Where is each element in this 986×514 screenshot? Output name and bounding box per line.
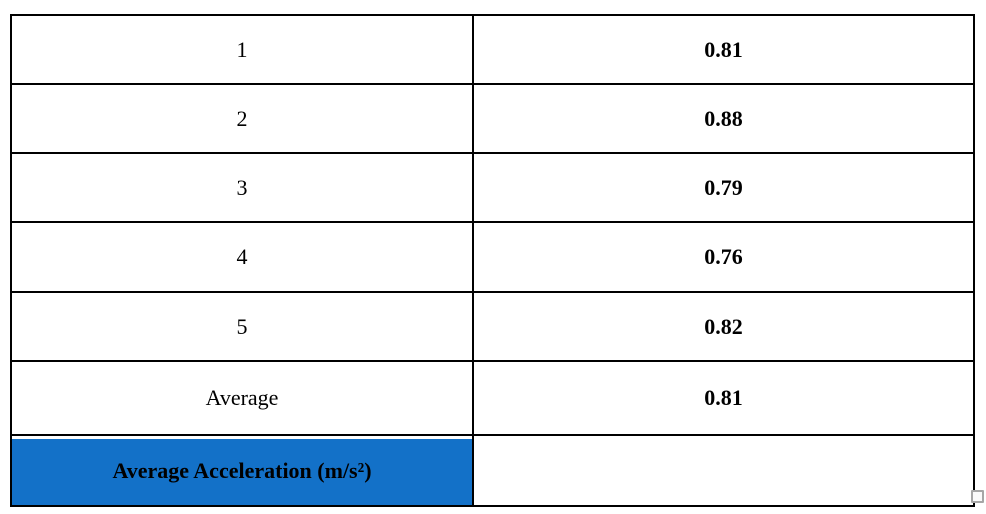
value-cell[interactable]: 0.88 xyxy=(472,83,975,154)
trial-cell[interactable]: 5 xyxy=(10,291,474,362)
trial-cell[interactable]: 2 xyxy=(10,83,474,154)
value-cell[interactable]: 0.81 xyxy=(472,14,975,85)
trial-cell[interactable]: 4 xyxy=(10,221,474,293)
value-cell[interactable]: 0.79 xyxy=(472,152,975,223)
average-label-cell[interactable]: Average xyxy=(10,360,474,436)
trial-cell[interactable]: 1 xyxy=(10,14,474,85)
table-resize-handle[interactable] xyxy=(971,490,984,503)
average-value-cell[interactable]: 0.81 xyxy=(472,360,975,436)
table-row: 1 0.81 xyxy=(10,14,975,85)
trial-cell[interactable]: 3 xyxy=(10,152,474,223)
table-row-average: Average 0.81 xyxy=(10,360,975,436)
table-row: 5 0.82 xyxy=(10,291,975,362)
table-row-footer: Average Acceleration (m/s²) xyxy=(10,434,975,507)
acceleration-table: 1 0.81 2 0.88 3 0.79 4 0.76 5 0.82 Avera… xyxy=(10,14,975,507)
average-acceleration-label-cell[interactable]: Average Acceleration (m/s²) xyxy=(10,434,474,507)
table-row: 2 0.88 xyxy=(10,83,975,154)
average-acceleration-value-cell[interactable] xyxy=(472,434,975,507)
value-cell[interactable]: 0.76 xyxy=(472,221,975,293)
table-row: 4 0.76 xyxy=(10,221,975,293)
table-row: 3 0.79 xyxy=(10,152,975,223)
value-cell[interactable]: 0.82 xyxy=(472,291,975,362)
